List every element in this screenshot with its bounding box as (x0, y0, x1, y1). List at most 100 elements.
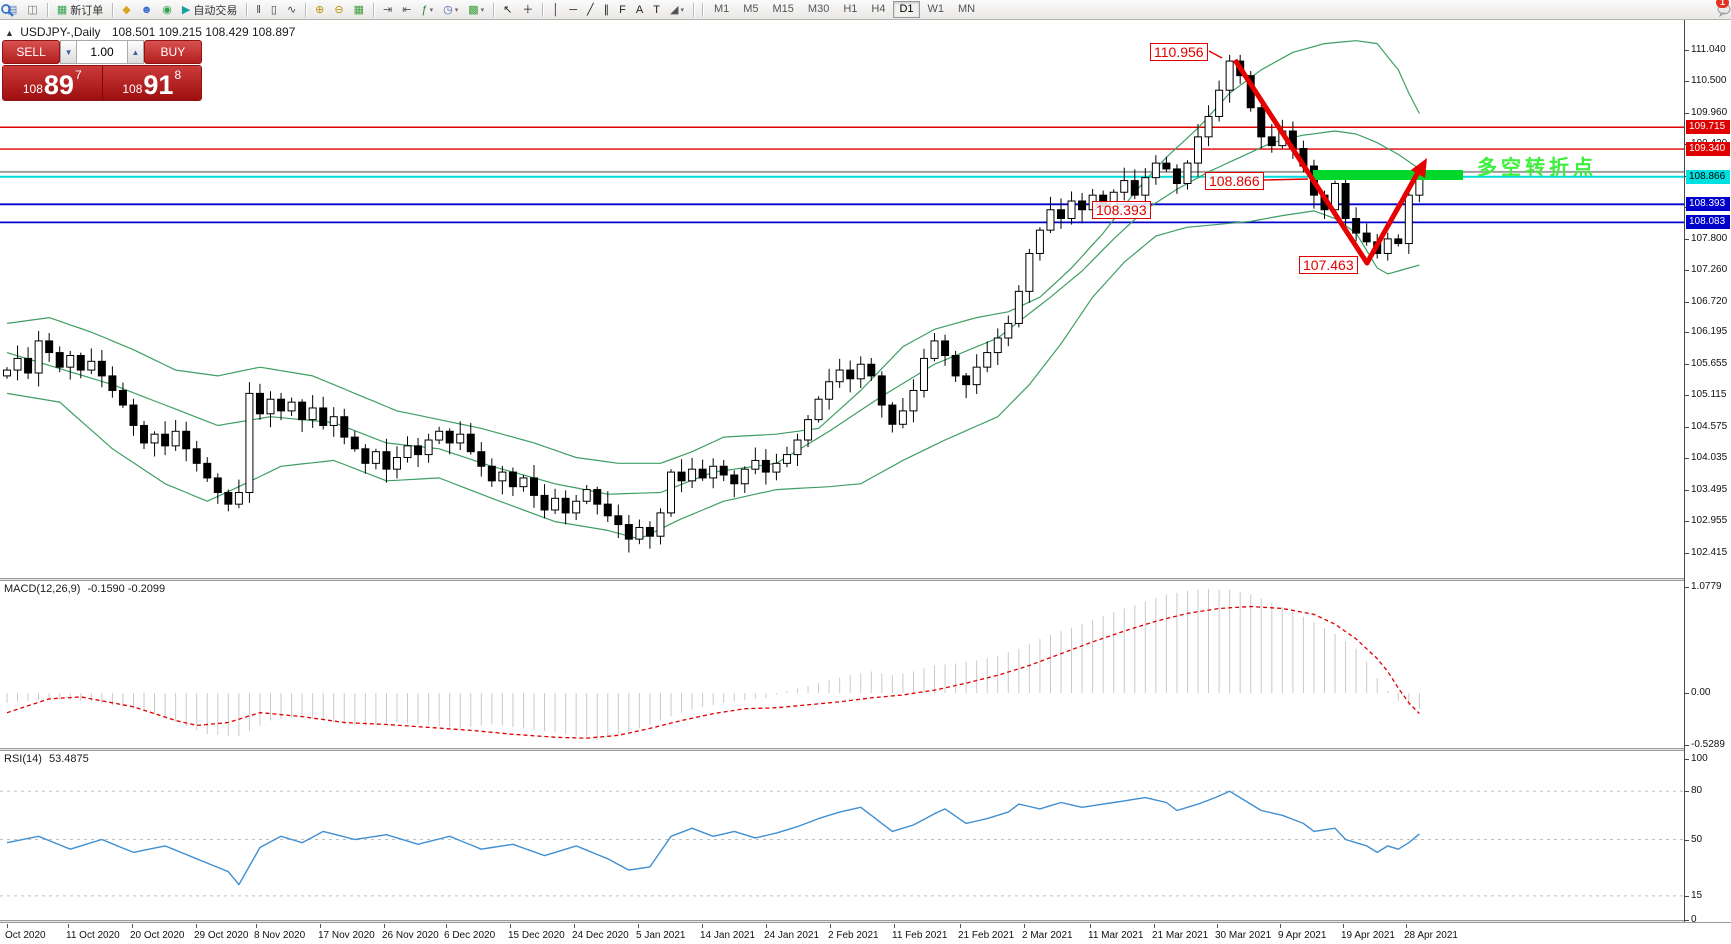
timeframe-h1-button[interactable]: H1 (843, 3, 858, 15)
date-tick-label: 11 Feb 2021 (892, 930, 948, 941)
timeframe-w1-button[interactable]: W1 (927, 3, 945, 15)
rsi-plot[interactable] (0, 751, 1684, 920)
date-tick-label: 19 Apr 2021 (1341, 930, 1395, 941)
sell-button[interactable]: SELL (2, 40, 61, 64)
vline-tool[interactable]: │ (548, 1, 563, 19)
zoom-out-button[interactable]: ⊖ (330, 1, 347, 19)
price-level-badge: 109.340 (1686, 142, 1730, 157)
date-tick-label: 14 Jan 2021 (700, 930, 756, 941)
new-order-button[interactable]: ▦ 新订单 (56, 3, 104, 17)
autotrade-button-glyph: ▶ (181, 3, 191, 16)
crosshair-tool[interactable]: ＋ (518, 1, 537, 19)
candle-chart-button[interactable]: ▯ (267, 1, 281, 19)
eraser-icon[interactable]: ◆ (118, 1, 134, 19)
community-icon[interactable]: ☻ (137, 1, 157, 19)
label-tool[interactable]: T (649, 1, 664, 19)
volume-decrease-button[interactable]: ▼ (60, 40, 77, 64)
zoom-in-button[interactable]: ⊕ (311, 1, 328, 19)
price-callout-trough[interactable]: 107.463 (1299, 256, 1358, 274)
line-chart-button[interactable]: ∿ (283, 1, 300, 19)
timeframe-m15-button[interactable]: M15 (772, 3, 794, 15)
search-button[interactable] (1, 1, 1714, 19)
date-tick-mark (256, 924, 257, 928)
notification-badge: 1 (1715, 0, 1729, 8)
cursor-tool-glyph: ↖ (503, 3, 513, 16)
buy-price-button[interactable]: 108 91 8 (102, 66, 201, 100)
macd-plot[interactable] (0, 581, 1684, 748)
axis-tick-mark (1685, 332, 1689, 334)
collapse-arrow-icon[interactable]: ▲ (5, 28, 14, 38)
sell-price-main: 89 (43, 70, 74, 100)
label-tool-glyph: T (653, 3, 660, 16)
date-tick-mark (1343, 924, 1344, 928)
timeframe-m5-button[interactable]: M5 (743, 3, 759, 15)
signals-icon[interactable]: ◉ (158, 1, 176, 19)
price-tick-label: 102.955 (1691, 515, 1728, 527)
macd-tick-label: -0.5289 (1691, 738, 1725, 750)
auto-scroll-button[interactable]: ⇥ (379, 1, 396, 19)
date-tick-label: 11 Mar 2021 (1088, 930, 1144, 941)
fibonacci-tool[interactable]: F (615, 1, 630, 19)
shapes-tool[interactable]: ◢ ▾ (666, 1, 688, 19)
volume-increase-button[interactable]: ▲ (127, 40, 144, 64)
date-tick-mark (1217, 924, 1218, 928)
axis-tick-mark (1685, 50, 1689, 51)
macd-tick-label: 1.0779 (1691, 581, 1722, 593)
signals-icon-glyph: ◉ (162, 3, 172, 16)
cursor-tool[interactable]: ↖ (499, 1, 516, 19)
channel-tool[interactable]: ∥ (600, 1, 614, 19)
text-tool[interactable]: A (632, 1, 647, 19)
timeframe-d1-button[interactable]: D1 (893, 1, 920, 18)
price-level-badge: 109.715 (1686, 120, 1730, 135)
period-button[interactable]: ◷ ▾ (439, 1, 462, 19)
date-tick-mark (196, 924, 197, 928)
chat-button[interactable]: 1 (1715, 0, 1731, 19)
panel-separator[interactable] (0, 920, 1731, 923)
trendline-tool[interactable]: ╱ (583, 1, 598, 19)
chart-window[interactable]: 111.040110.500109.960109.420108.880108.3… (0, 20, 1731, 944)
timeframe-m30-button[interactable]: M30 (807, 3, 830, 15)
chart-window-icon[interactable]: ▤ (3, 1, 21, 19)
date-tick-label: 11 Oct 2020 (66, 930, 120, 941)
axis-tick-mark (1685, 81, 1689, 83)
date-tick-mark (1280, 924, 1281, 928)
dropdown-arrow-icon: ▾ (454, 6, 459, 14)
panel-separator[interactable] (0, 748, 1731, 751)
chart-preview-icon[interactable]: ◫ (23, 1, 41, 19)
add-indicator-button[interactable]: ƒ ▾ (417, 1, 437, 19)
timeframe-m1-button[interactable]: M1 (713, 3, 730, 15)
chart-shift-button-glyph: ⇤ (402, 3, 412, 16)
date-tick-mark (132, 924, 133, 928)
timeframe-h4-button[interactable]: H4 (871, 3, 886, 15)
chart-shift-button[interactable]: ⇤ (398, 1, 415, 19)
toolbar-separator (46, 2, 48, 17)
axis-tick-mark (1685, 458, 1689, 460)
axis-tick-mark (1685, 489, 1689, 491)
hline-tool[interactable]: ─ (565, 1, 581, 19)
sell-price-button[interactable]: 108 89 7 (3, 66, 102, 100)
rsi-label: RSI(14) 53.4875 (4, 753, 89, 765)
volume-input[interactable] (77, 40, 127, 64)
template-button[interactable]: ▩ ▾ (464, 1, 488, 19)
price-tick-label: 102.415 (1691, 546, 1728, 558)
date-tick-mark (638, 924, 639, 928)
toolbar-separator (542, 2, 544, 17)
panel-separator[interactable] (0, 578, 1731, 581)
tile-windows-button[interactable]: ▦ (350, 1, 368, 19)
buy-button[interactable]: BUY (143, 40, 202, 64)
price-axis[interactable]: 111.040110.500109.960109.420108.880108.3… (1684, 20, 1731, 925)
price-callout-peak[interactable]: 110.956 (1150, 43, 1208, 61)
main-price-plot[interactable] (0, 20, 1684, 578)
bar-chart-button[interactable]: ‖ (252, 1, 265, 19)
price-callout-pivot[interactable]: 108.866 (1205, 172, 1264, 190)
date-axis[interactable]: Oct 2020 11 Oct 2020 20 Oct 2020 29 Oct 202… (0, 924, 1731, 944)
timeframe-mn-button[interactable]: MN (958, 3, 976, 15)
pivot-note-text[interactable]: 多空转折点 (1477, 157, 1597, 179)
add-indicator-button-glyph: ƒ (421, 3, 428, 16)
rsi-tick-label: 50 (1691, 833, 1703, 845)
price-callout-support[interactable]: 108.393 (1092, 201, 1151, 219)
date-tick-mark (574, 924, 575, 928)
zoom-out-button-glyph: ⊖ (334, 3, 344, 16)
axis-tick-mark (1685, 395, 1689, 397)
autotrade-button[interactable]: ▶ 自动交易 (181, 3, 238, 17)
